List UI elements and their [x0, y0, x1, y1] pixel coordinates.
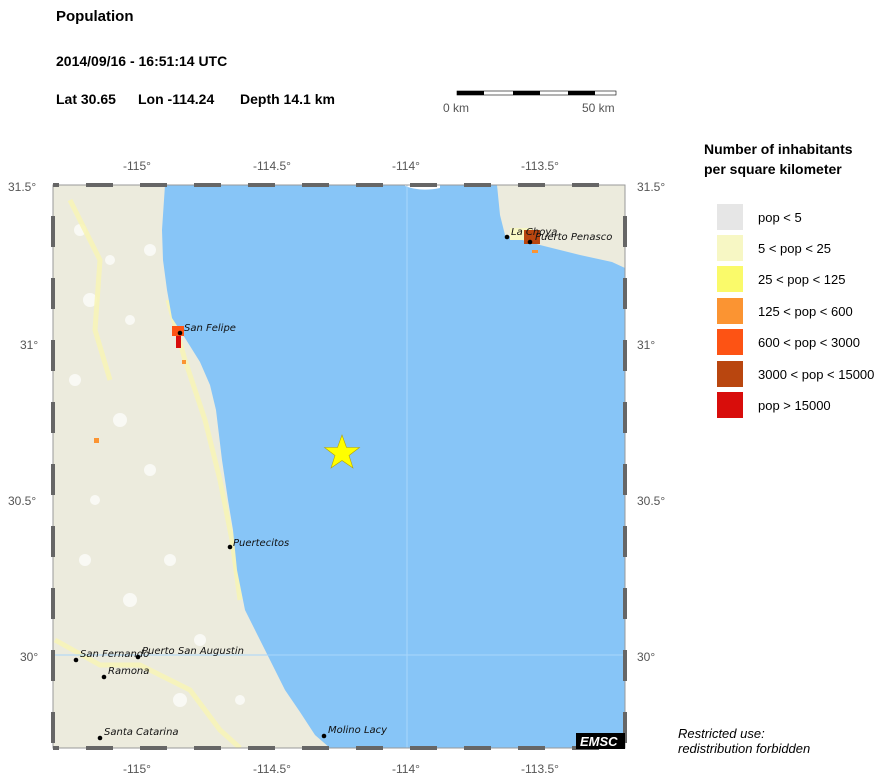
- lon-tick-bottom: -113.5°: [521, 762, 559, 776]
- legend-label: pop < 5: [758, 209, 802, 225]
- legend-title: Number of inhabitants per square kilomet…: [704, 139, 853, 179]
- legend-label: 25 < pop < 125: [758, 271, 846, 287]
- scale-end-label: 50 km: [582, 101, 615, 115]
- legend-swatch: [717, 329, 743, 355]
- legend-swatch: [717, 235, 743, 261]
- lon-tick-top: -113.5°: [521, 159, 559, 173]
- lat-tick-right: 30.5°: [637, 494, 665, 508]
- lat-tick-left: 31.5°: [8, 180, 36, 194]
- usage-note-line1: Restricted use:: [678, 726, 765, 741]
- city-label: Puerto San Augustin: [142, 646, 244, 657]
- usage-note-line2: redistribution forbidden: [678, 741, 811, 756]
- scale-bar: 0 km 50 km: [443, 90, 617, 115]
- legend-item: 5 < pop < 25: [717, 235, 831, 261]
- city-label: Ramona: [108, 666, 149, 677]
- city-label: La Choya: [511, 227, 557, 238]
- legend-item: pop > 15000: [717, 392, 831, 418]
- event-lat: Lat 30.65: [56, 91, 116, 107]
- city-label: Santa Catarina: [104, 727, 179, 738]
- city-label: Molino Lacy: [328, 725, 388, 736]
- legend-item: pop < 5: [717, 204, 802, 230]
- population-hotspots: [94, 228, 540, 443]
- lon-tick-top: -114.5°: [253, 159, 291, 173]
- legend-item: 125 < pop < 600: [717, 298, 853, 324]
- lon-tick-top: -114°: [392, 159, 420, 173]
- event-depth: Depth 14.1 km: [240, 91, 335, 107]
- event-lon: Lon -114.24: [138, 91, 215, 107]
- lon-tick-top: -115°: [123, 159, 151, 173]
- lon-tick-bottom: -114.5°: [253, 762, 291, 776]
- legend-title-line2: per square kilometer: [704, 161, 842, 177]
- legend-label: 125 < pop < 600: [758, 303, 853, 319]
- legend-label: 5 < pop < 25: [758, 240, 832, 256]
- city-label: Puerto Penasco: [535, 232, 612, 243]
- legend-swatch: [717, 298, 743, 324]
- legend-item: 25 < pop < 125: [717, 266, 845, 292]
- lat-tick-left: 31°: [20, 338, 38, 352]
- lon-tick-bottom: -115°: [123, 762, 151, 776]
- lon-tick-bottom: -114°: [392, 762, 420, 776]
- usage-note: Restricted use: redistribution forbidden: [678, 726, 810, 756]
- legend-swatch: [717, 392, 743, 418]
- legend-label: pop > 15000: [758, 397, 831, 413]
- city-markers: San Felipe La Choya Puerto Penasco Puert…: [73, 227, 612, 741]
- city-label: San Fernando: [80, 649, 149, 660]
- scale-start-label: 0 km: [443, 101, 469, 115]
- lat-tick-right: 31.5°: [637, 180, 665, 194]
- legend-item: 600 < pop < 3000: [717, 329, 860, 355]
- legend-title-line1: Number of inhabitants: [704, 141, 853, 157]
- sea: [162, 185, 625, 748]
- epicenter-star-icon: [323, 434, 361, 469]
- populated-bands: [53, 198, 243, 748]
- legend-item: 3000 < pop < 15000: [717, 361, 874, 387]
- map-title: Population: [56, 8, 134, 25]
- legend-label: 600 < pop < 3000: [758, 334, 860, 350]
- legend-swatch: [717, 266, 743, 292]
- lat-tick-left: 30°: [20, 650, 38, 664]
- emsc-logo: [576, 733, 625, 749]
- legend-label: 3000 < pop < 15000: [758, 366, 875, 382]
- event-datetime: 2014/09/16 - 16:51:14 UTC: [56, 53, 228, 69]
- city-label: Puertecitos: [233, 538, 289, 549]
- legend-swatch: [717, 361, 743, 387]
- lat-tick-left: 30.5°: [8, 494, 36, 508]
- lat-tick-right: 31°: [637, 338, 655, 352]
- legend-swatch: [717, 204, 743, 230]
- city-label: San Felipe: [184, 323, 236, 334]
- emsc-logo-text: EMSC: [580, 734, 618, 749]
- map-frame: [51, 183, 627, 750]
- lat-tick-right: 30°: [637, 650, 655, 664]
